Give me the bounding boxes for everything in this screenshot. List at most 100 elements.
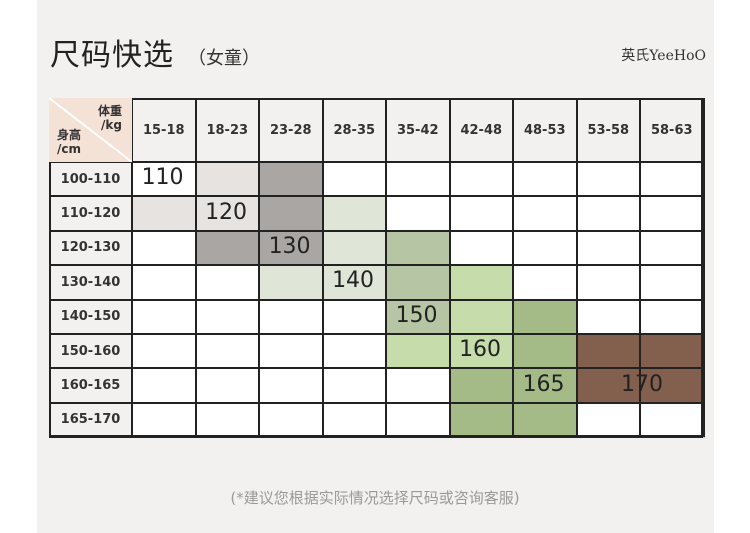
- size-label: 150: [395, 302, 438, 328]
- table-cell: [576, 265, 641, 301]
- size-block: [259, 230, 323, 266]
- weight-range-header: 58-63: [650, 122, 693, 138]
- table-cell: [132, 402, 197, 439]
- size-label: 120: [205, 199, 248, 225]
- size-label: 140: [332, 268, 375, 294]
- table-cell: [513, 230, 578, 267]
- grid-line-vertical: [194, 98, 197, 437]
- table-cell: [513, 196, 578, 232]
- table-cell: [576, 162, 641, 198]
- grid-line-horizontal: [49, 401, 703, 404]
- table-cell: [259, 368, 324, 404]
- table-cell: [640, 299, 705, 335]
- table-cell: [195, 368, 260, 404]
- grid-line-horizontal: [49, 264, 703, 267]
- weight-range-header: 42-48: [460, 122, 503, 138]
- grid-line-horizontal: [49, 195, 703, 198]
- grid-line-vertical: [639, 98, 641, 437]
- table-cell: [513, 265, 578, 301]
- table-cell: [259, 299, 324, 335]
- table-cell: [576, 402, 641, 439]
- table-cell: [322, 368, 387, 404]
- height-axis-label: 身高/cm: [57, 128, 82, 156]
- brand-logo: 英氏YeeHoO: [621, 48, 706, 64]
- table-cell: [132, 265, 197, 301]
- size-block: [195, 162, 259, 197]
- size-label: 110: [141, 165, 184, 191]
- table-cell: [640, 402, 705, 439]
- table-cell: [640, 162, 705, 198]
- grid-line-vertical: [385, 98, 387, 437]
- grid-line-horizontal: [49, 161, 703, 163]
- table-cell: [386, 368, 451, 404]
- table-cell: [195, 299, 260, 335]
- grid-line-horizontal: [49, 298, 703, 301]
- height-range-header: 110-120: [60, 206, 121, 222]
- weight-axis-label: 体重/kg: [97, 104, 122, 132]
- table-cell: [132, 299, 197, 335]
- page-title: 尺码快选: [50, 38, 174, 73]
- table-cell: [386, 162, 451, 198]
- size-label: 130: [268, 234, 311, 259]
- table-cell: [322, 334, 387, 370]
- height-range-header: 100-110: [60, 171, 121, 187]
- grid-line-vertical: [321, 98, 324, 437]
- grid-line-horizontal: [49, 333, 703, 335]
- table-cell: [640, 196, 705, 232]
- weight-range-header: 18-23: [206, 122, 249, 138]
- grid-line-vertical: [131, 98, 133, 437]
- size-block: [132, 162, 196, 197]
- grid-line-vertical: [702, 98, 705, 437]
- size-block: [322, 265, 386, 300]
- page-subtitle: （女童）: [188, 48, 260, 69]
- table-cell: [132, 368, 197, 404]
- size-block: [386, 299, 450, 334]
- grid-line-horizontal: [49, 367, 703, 370]
- weight-range-header: 28-35: [333, 122, 376, 138]
- table-cell: [449, 230, 514, 267]
- size-block: [259, 265, 323, 300]
- height-range-header: 130-140: [60, 274, 121, 290]
- grid-line-vertical: [512, 98, 514, 437]
- size-label: 170: [621, 371, 663, 397]
- size-block: [132, 196, 196, 231]
- table-cell: [449, 162, 514, 198]
- table-cell: [386, 196, 451, 232]
- table-cell: [132, 334, 197, 370]
- grid-line-horizontal: [49, 229, 703, 232]
- height-range-header: 120-130: [60, 240, 121, 256]
- table-cell: [576, 196, 641, 232]
- height-range-header: 150-160: [60, 343, 121, 359]
- table-cell: [195, 334, 260, 370]
- size-block: [195, 230, 259, 266]
- table-cell: [322, 162, 387, 198]
- grid-line-horizontal: [49, 436, 703, 439]
- weight-range-header: 35-42: [396, 122, 439, 138]
- table-cell: [322, 402, 387, 439]
- table-cell: [195, 265, 260, 301]
- weight-range-header: 53-58: [587, 122, 630, 138]
- weight-range-header: 48-53: [523, 122, 566, 138]
- table-cell: [259, 402, 324, 439]
- grid-line-vertical: [448, 98, 451, 437]
- table-cell: [640, 265, 705, 301]
- weight-range-header: 23-28: [269, 122, 312, 138]
- table-corner-header: 体重/kg 身高/cm: [49, 98, 132, 162]
- table-cell: [449, 196, 514, 232]
- table-cell: [513, 162, 578, 198]
- size-block: [386, 334, 450, 369]
- table-cell: [576, 230, 641, 267]
- grid-line-vertical: [575, 98, 578, 437]
- table-cell: [322, 299, 387, 335]
- height-range-header: 165-170: [60, 412, 121, 428]
- table-cell: [259, 334, 324, 370]
- table-cell: [576, 299, 641, 335]
- table-cell: [132, 230, 197, 267]
- size-block: [195, 196, 259, 231]
- weight-range-header: 15-18: [142, 122, 185, 138]
- table-cell: [195, 402, 260, 439]
- size-block: [449, 334, 513, 369]
- corner-diagonal-line: [49, 98, 132, 162]
- size-label: 165: [522, 371, 565, 397]
- table-cell: [386, 402, 451, 439]
